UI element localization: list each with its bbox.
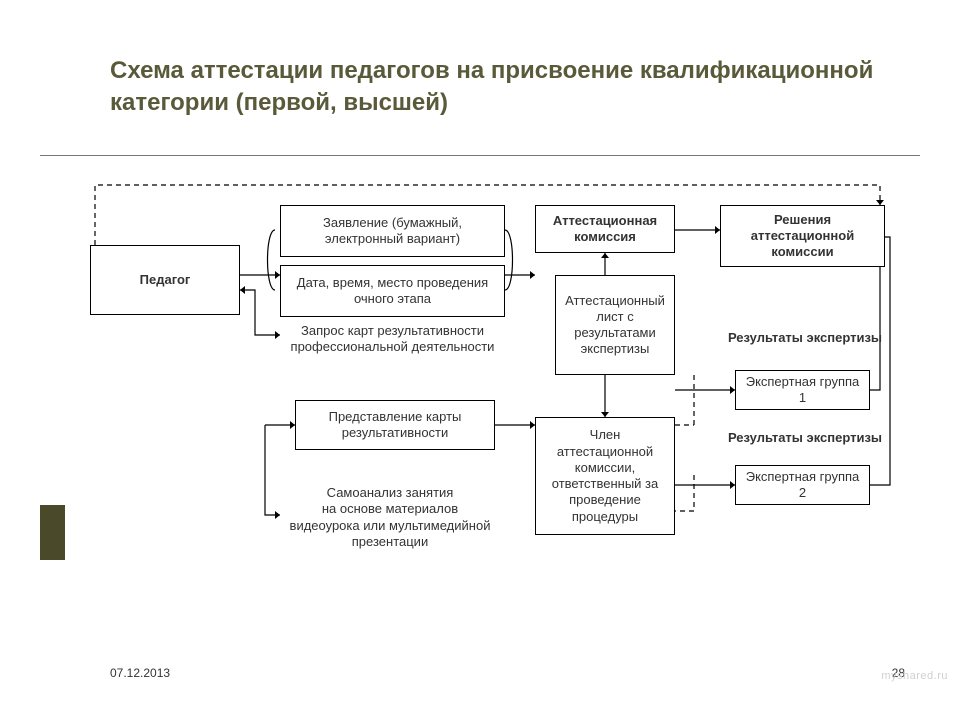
- flowchart: Педагог Заявление (бумажный, электронный…: [80, 175, 900, 655]
- node-attest-list: Аттестационный лист с результатами экспе…: [555, 275, 675, 375]
- label-rezultaty-1: Результаты экспертизы: [720, 330, 890, 346]
- label-zapros-kart: Запрос карт результативности профессиона…: [280, 323, 505, 356]
- left-accent-block: [40, 505, 65, 560]
- node-chlen-komissii: Член аттестационной комиссии, ответствен…: [535, 417, 675, 535]
- label-samoanaliz: Самоанализ занятия на основе материалов …: [260, 485, 520, 550]
- watermark: myshared.ru: [881, 670, 948, 682]
- label-rezultaty-2: Результаты экспертизы: [720, 430, 890, 446]
- title-divider: [40, 155, 920, 156]
- node-attest-komissiya: Аттестационная комиссия: [535, 205, 675, 253]
- slide-title: Схема аттестации педагогов на присвоение…: [110, 55, 890, 120]
- node-predstavlenie-karty: Представление карты результативности: [295, 400, 495, 450]
- node-pedagog: Педагог: [90, 245, 240, 315]
- node-resheniya: Решения аттестационной комиссии: [720, 205, 885, 267]
- slide: Схема аттестации педагогов на присвоение…: [0, 0, 960, 720]
- node-data-vremya: Дата, время, место проведения очного эта…: [280, 265, 505, 317]
- footer-date: 07.12.2013: [110, 666, 170, 680]
- node-expert-gruppa-1: Экспертная группа 1: [735, 370, 870, 410]
- node-zayavlenie: Заявление (бумажный, электронный вариант…: [280, 205, 505, 257]
- node-expert-gruppa-2: Экспертная группа 2: [735, 465, 870, 505]
